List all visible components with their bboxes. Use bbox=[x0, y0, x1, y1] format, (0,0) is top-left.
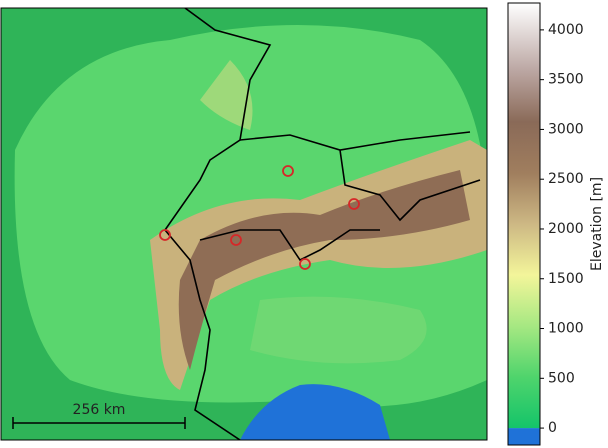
border bbox=[163, 8, 272, 440]
scale-label: 256 km bbox=[73, 402, 126, 418]
colorbar-tick-label: 3000 bbox=[548, 121, 584, 137]
colorbar-label: Elevation [m] bbox=[589, 177, 605, 271]
map-frame bbox=[0, 7, 488, 441]
colorbar: 0 500 1000 1500 2000 2500 3000 3500 4000 bbox=[507, 2, 584, 446]
site-marker bbox=[299, 258, 311, 270]
colorbar-tick-label: 1000 bbox=[548, 321, 584, 337]
alpine-peaks bbox=[178, 170, 470, 370]
site-marker bbox=[348, 198, 360, 210]
colorbar-tick-label: 0 bbox=[548, 420, 557, 436]
colorbar-tick-label: 1500 bbox=[548, 271, 584, 287]
site-marker bbox=[159, 229, 171, 241]
colorbar-gradient bbox=[508, 3, 540, 429]
colorbar-tick-label: 3500 bbox=[548, 72, 584, 88]
map bbox=[1, 8, 487, 440]
site-marker bbox=[230, 234, 242, 246]
colorbar-frame bbox=[507, 2, 541, 446]
colorbar-tick-label: 2500 bbox=[548, 171, 584, 187]
border bbox=[199, 131, 481, 262]
terrain-hills bbox=[200, 60, 253, 130]
site-marker bbox=[282, 165, 294, 177]
colorbar-tick-label: 4000 bbox=[548, 22, 584, 38]
scale-bar: 256 km bbox=[12, 402, 186, 429]
colorbar-tick-label: 500 bbox=[548, 370, 575, 386]
colorbar-tick-label: 2000 bbox=[548, 221, 584, 237]
po-valley bbox=[250, 296, 427, 364]
sea bbox=[240, 384, 390, 440]
colorbar-below-zero bbox=[508, 428, 540, 445]
